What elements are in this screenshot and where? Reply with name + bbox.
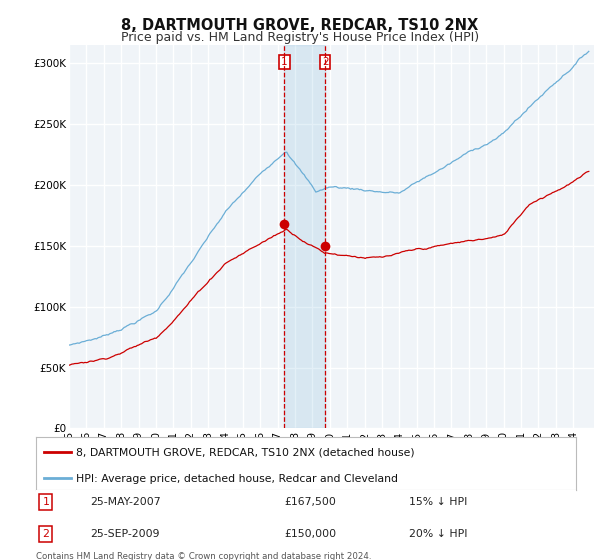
- Text: Price paid vs. HM Land Registry's House Price Index (HPI): Price paid vs. HM Land Registry's House …: [121, 31, 479, 44]
- Text: 20% ↓ HPI: 20% ↓ HPI: [409, 529, 467, 539]
- Text: 25-SEP-2009: 25-SEP-2009: [90, 529, 160, 539]
- Text: HPI: Average price, detached house, Redcar and Cleveland: HPI: Average price, detached house, Redc…: [77, 474, 398, 484]
- Text: 2: 2: [322, 57, 328, 67]
- Text: 1: 1: [281, 57, 287, 67]
- Text: 8, DARTMOUTH GROVE, REDCAR, TS10 2NX: 8, DARTMOUTH GROVE, REDCAR, TS10 2NX: [121, 18, 479, 33]
- Text: 1: 1: [42, 497, 49, 507]
- Text: 8, DARTMOUTH GROVE, REDCAR, TS10 2NX (detached house): 8, DARTMOUTH GROVE, REDCAR, TS10 2NX (de…: [77, 448, 415, 458]
- Text: 2: 2: [42, 529, 49, 539]
- Text: Contains HM Land Registry data © Crown copyright and database right 2024.
This d: Contains HM Land Registry data © Crown c…: [36, 552, 371, 560]
- Text: 15% ↓ HPI: 15% ↓ HPI: [409, 497, 467, 507]
- Text: £150,000: £150,000: [284, 529, 337, 539]
- Text: £167,500: £167,500: [284, 497, 336, 507]
- Text: 25-MAY-2007: 25-MAY-2007: [90, 497, 161, 507]
- Bar: [284, 45, 325, 428]
